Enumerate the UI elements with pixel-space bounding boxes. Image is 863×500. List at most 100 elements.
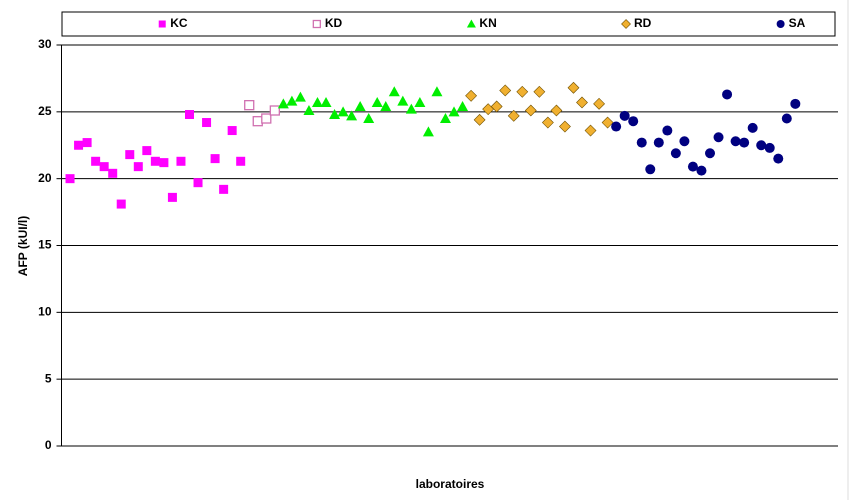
y-tick-label: 15 — [38, 238, 52, 252]
legend-box — [61, 11, 836, 37]
data-point — [541, 116, 554, 129]
data-point — [244, 100, 255, 111]
data-point — [133, 162, 143, 172]
data-point — [91, 156, 101, 166]
data-point — [507, 109, 520, 122]
data-point — [159, 158, 169, 168]
data-point — [346, 110, 358, 121]
data-point — [705, 148, 716, 159]
data-point — [227, 126, 237, 136]
data-point — [764, 142, 775, 153]
data-point — [696, 165, 707, 176]
y-tick-label: 20 — [38, 171, 52, 185]
legend-marker — [158, 20, 166, 28]
data-point — [320, 96, 332, 107]
data-point — [662, 125, 673, 136]
data-point — [167, 192, 177, 202]
data-point — [559, 120, 571, 133]
data-point — [269, 105, 280, 116]
data-point — [473, 113, 486, 126]
data-point — [303, 104, 315, 115]
data-point — [337, 106, 349, 117]
data-point — [448, 106, 460, 117]
data-point — [219, 184, 229, 194]
data-point — [679, 136, 690, 147]
data-point — [193, 178, 203, 188]
data-point — [82, 138, 92, 148]
data-point — [584, 124, 597, 137]
data-point — [619, 110, 630, 121]
data-point — [653, 137, 664, 148]
data-point — [108, 168, 118, 178]
data-point — [286, 95, 298, 106]
data-point — [730, 136, 741, 147]
legend-marker — [776, 20, 785, 28]
legend-label: KD — [325, 16, 343, 30]
data-point — [567, 81, 580, 94]
data-point — [756, 140, 767, 151]
data-point — [329, 109, 341, 120]
data-point — [311, 96, 323, 107]
data-point — [397, 95, 409, 106]
legend-marker — [621, 19, 631, 29]
data-point — [261, 113, 272, 124]
data-point — [636, 137, 647, 148]
data-point — [363, 113, 375, 124]
data-point — [524, 104, 537, 117]
y-tick-label: 25 — [38, 104, 52, 118]
data-point — [670, 148, 681, 159]
data-point — [439, 113, 451, 124]
data-point — [294, 91, 306, 102]
legend-marker — [312, 19, 321, 29]
data-point — [380, 100, 392, 111]
data-point — [405, 103, 417, 114]
data-point — [687, 161, 698, 172]
data-point — [422, 126, 434, 137]
data-point — [593, 97, 606, 110]
data-point — [713, 132, 724, 143]
x-axis-title: laboratoires — [416, 477, 485, 491]
legend-label: RD — [634, 16, 652, 30]
data-point — [722, 89, 733, 100]
data-point — [790, 98, 801, 109]
data-point — [252, 116, 263, 127]
data-point — [74, 140, 84, 150]
data-point — [611, 121, 622, 132]
data-point — [99, 162, 109, 172]
data-point — [414, 96, 426, 107]
data-point — [739, 137, 750, 148]
data-point — [781, 113, 792, 124]
data-point — [533, 85, 546, 98]
y-axis-title: AFP (kUI/l) — [16, 216, 30, 276]
data-point — [176, 156, 186, 166]
y-tick-label: 10 — [38, 305, 52, 319]
data-point — [628, 116, 639, 127]
y-tick-label: 5 — [45, 371, 52, 385]
data-point — [601, 116, 614, 129]
data-point — [371, 96, 383, 107]
legend-label: SA — [789, 16, 806, 30]
legend-label: KN — [479, 16, 496, 30]
data-point — [465, 89, 478, 102]
data-point — [150, 156, 160, 166]
data-point — [645, 164, 656, 175]
data-point — [516, 85, 529, 98]
data-point — [431, 86, 443, 97]
legend-label: KC — [170, 16, 188, 30]
data-point — [490, 100, 503, 113]
data-point — [576, 96, 588, 109]
y-tick-label: 0 — [45, 438, 52, 452]
legend-marker — [466, 19, 476, 28]
data-point — [184, 110, 194, 120]
data-point — [277, 98, 289, 109]
data-point — [236, 156, 246, 166]
data-point — [457, 100, 469, 111]
data-point — [116, 199, 126, 209]
data-point — [210, 154, 220, 164]
data-point — [747, 122, 758, 133]
data-point — [550, 104, 563, 117]
data-point — [142, 146, 152, 156]
y-tick-label: 30 — [38, 37, 52, 51]
data-point — [499, 84, 512, 97]
